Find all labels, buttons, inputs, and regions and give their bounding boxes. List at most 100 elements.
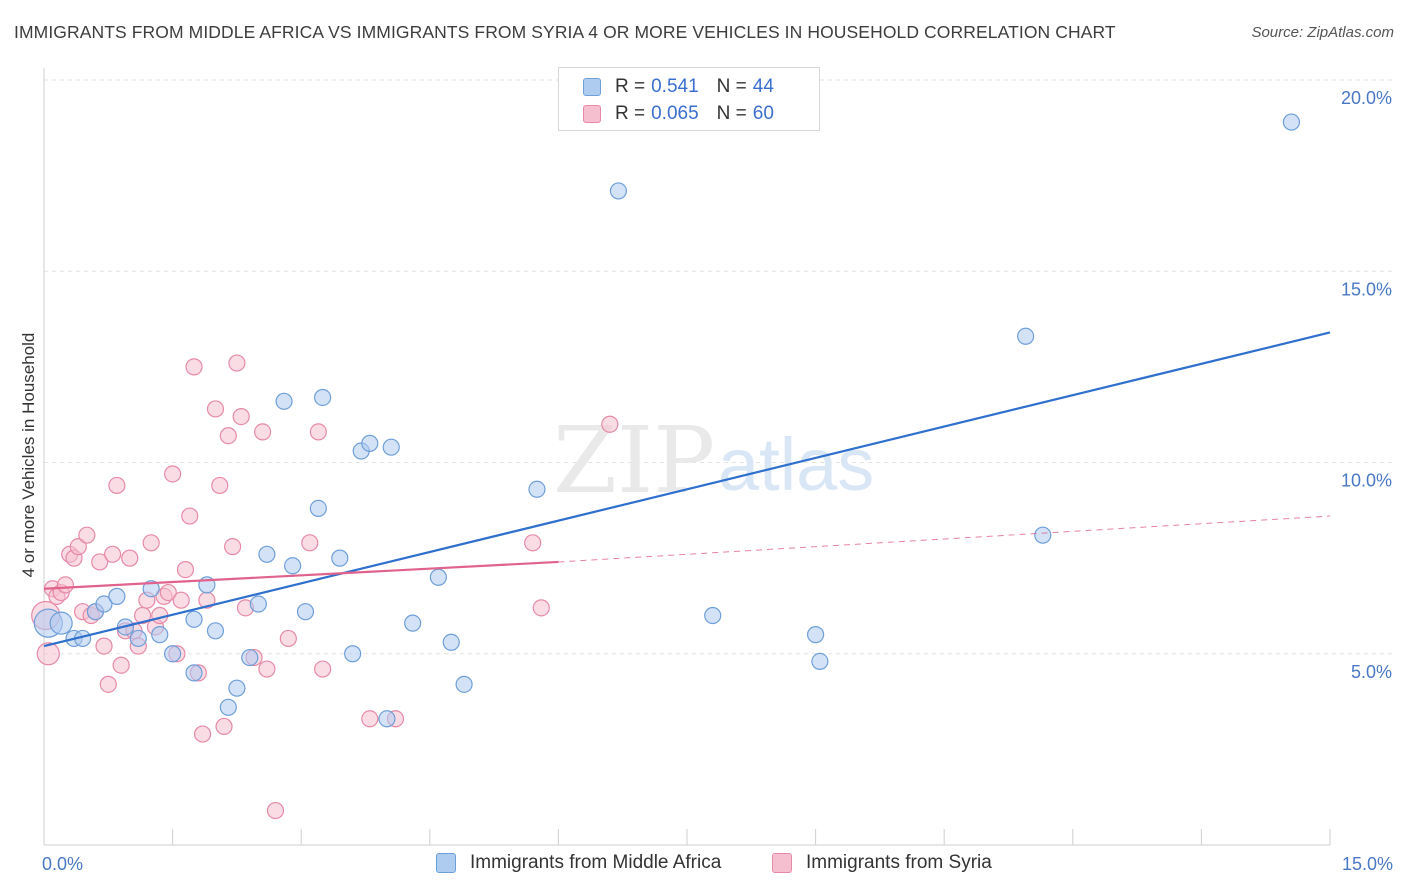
- syria-point-52: [301, 534, 319, 552]
- syria-point-10: [78, 526, 96, 544]
- syria-point-32: [172, 591, 190, 609]
- axis-layer: [43, 68, 1331, 846]
- y-tick-label-1: 10.0%: [1341, 471, 1392, 491]
- middle-africa-point-18: [241, 648, 259, 667]
- y-tick-label-2: 15.0%: [1341, 279, 1392, 299]
- syria-point-57: [524, 534, 542, 552]
- middle-africa-point-30: [378, 710, 396, 728]
- syria-point-59: [601, 415, 619, 433]
- middle-africa-point-25: [314, 388, 332, 407]
- middle-africa-point-42: [1034, 526, 1052, 544]
- chart-title: IMMIGRANTS FROM MIDDLE AFRICA VS IMMIGRA…: [14, 22, 1116, 42]
- middle-africa-point-34: [442, 633, 460, 651]
- legend-swatch-syria: [583, 105, 601, 123]
- syria-point-54: [314, 660, 332, 678]
- legend-n-value: 44: [752, 76, 774, 97]
- syria-point-35: [185, 358, 203, 376]
- legend-label-syria: Immigrants from Syria: [806, 852, 992, 873]
- watermark-atlas: atlas: [718, 423, 874, 506]
- syria-point-14: [95, 637, 113, 655]
- syria-point-37: [194, 725, 212, 743]
- trend-lines: [43, 331, 1331, 648]
- legend-item-middle-africa: Immigrants from Middle Africa: [436, 852, 721, 874]
- middle-africa-point-40: [811, 652, 829, 671]
- y-tick-label-0: 5.0%: [1351, 662, 1392, 682]
- middle-africa-point-5: [95, 595, 113, 613]
- middle-africa-point-20: [258, 545, 276, 563]
- syria-point-43: [224, 538, 242, 556]
- legend-label-middle-africa: Immigrants from Middle Africa: [470, 852, 722, 873]
- legend-n-label: N =: [716, 76, 747, 97]
- middle-africa-point-33: [429, 568, 447, 586]
- syria-point-16: [103, 545, 122, 563]
- middle-africa-point-21: [275, 392, 293, 410]
- y-tick-label-3: 20.0%: [1341, 88, 1392, 108]
- syria-point-44: [228, 354, 246, 372]
- middle-africa-point-35: [455, 675, 473, 693]
- trend-line-syria-extension: [558, 515, 1331, 563]
- tick-labels: 5.0% 10.0% 15.0% 20.0% 0.0% 15.0%: [42, 88, 1393, 874]
- series-legend: Immigrants from Middle Africa Immigrants…: [0, 852, 1406, 878]
- syria-point-42: [219, 427, 237, 445]
- middle-africa-point-36: [528, 480, 546, 498]
- middle-africa-point-32: [404, 614, 422, 632]
- middle-africa-point-29: [361, 434, 379, 452]
- middle-africa-point-27: [344, 645, 362, 663]
- middle-africa-point-26: [331, 549, 349, 567]
- series-middle-africa-points: [33, 113, 1301, 728]
- stats-legend-row-syria: R = 0.065 N = 60: [583, 101, 774, 127]
- syria-point-30: [164, 465, 182, 483]
- syria-point-8: [69, 538, 87, 556]
- syria-point-25: [142, 534, 160, 552]
- syria-point-40: [211, 476, 229, 495]
- syria-point-58: [532, 599, 550, 617]
- middle-africa-point-39: [806, 626, 825, 644]
- legend-swatch-middle-africa: [583, 78, 601, 96]
- middle-africa-point-9: [142, 580, 160, 598]
- middle-africa-point-11: [164, 645, 182, 663]
- stats-legend-row-middle-africa: R = 0.541 N = 44: [583, 74, 774, 100]
- middle-africa-point-38: [704, 606, 722, 625]
- syria-point-45: [232, 408, 250, 426]
- legend-n-value: 60: [752, 103, 774, 124]
- middle-africa-point-37: [609, 182, 628, 200]
- legend-r-label: R =: [615, 103, 646, 124]
- middle-africa-point-24: [309, 499, 327, 517]
- watermark: ZIP atlas: [553, 407, 874, 514]
- syria-point-13: [91, 553, 109, 571]
- legend-swatch-syria: [772, 853, 792, 873]
- legend-swatch-middle-africa: [436, 853, 456, 873]
- syria-point-55: [361, 710, 379, 728]
- middle-africa-point-23: [296, 603, 315, 621]
- syria-point-18: [112, 656, 130, 674]
- syria-point-5: [56, 576, 75, 594]
- syria-point-41: [215, 717, 233, 736]
- middle-africa-point-12: [185, 610, 203, 628]
- syria-point-48: [254, 423, 272, 441]
- syria-point-39: [206, 400, 225, 418]
- watermark-zip: ZIP: [553, 407, 715, 514]
- legend-n-label: N =: [716, 103, 747, 124]
- middle-africa-point-41: [1017, 327, 1035, 345]
- middle-africa-point-6: [108, 587, 126, 605]
- source-credit: Source: ZipAtlas.com: [1251, 24, 1394, 41]
- middle-africa-point-31: [382, 438, 400, 456]
- syria-point-49: [258, 660, 276, 678]
- x-tick-label-0: 0.0%: [42, 854, 83, 874]
- syria-point-1: [36, 642, 60, 666]
- middle-africa-point-16: [219, 698, 237, 716]
- syria-point-50: [266, 801, 285, 820]
- middle-africa-point-1: [49, 611, 73, 635]
- legend-r-value: 0.065: [651, 103, 699, 124]
- syria-point-51: [279, 629, 297, 648]
- syria-point-33: [176, 560, 195, 579]
- syria-point-20: [121, 549, 139, 567]
- middle-africa-point-15: [206, 622, 225, 640]
- syria-point-53: [309, 423, 327, 441]
- middle-africa-point-22: [284, 557, 302, 575]
- middle-africa-point-43: [1282, 113, 1301, 131]
- legend-r-value: 0.541: [651, 76, 699, 97]
- legend-r-label: R =: [615, 76, 646, 97]
- syria-point-34: [181, 507, 199, 525]
